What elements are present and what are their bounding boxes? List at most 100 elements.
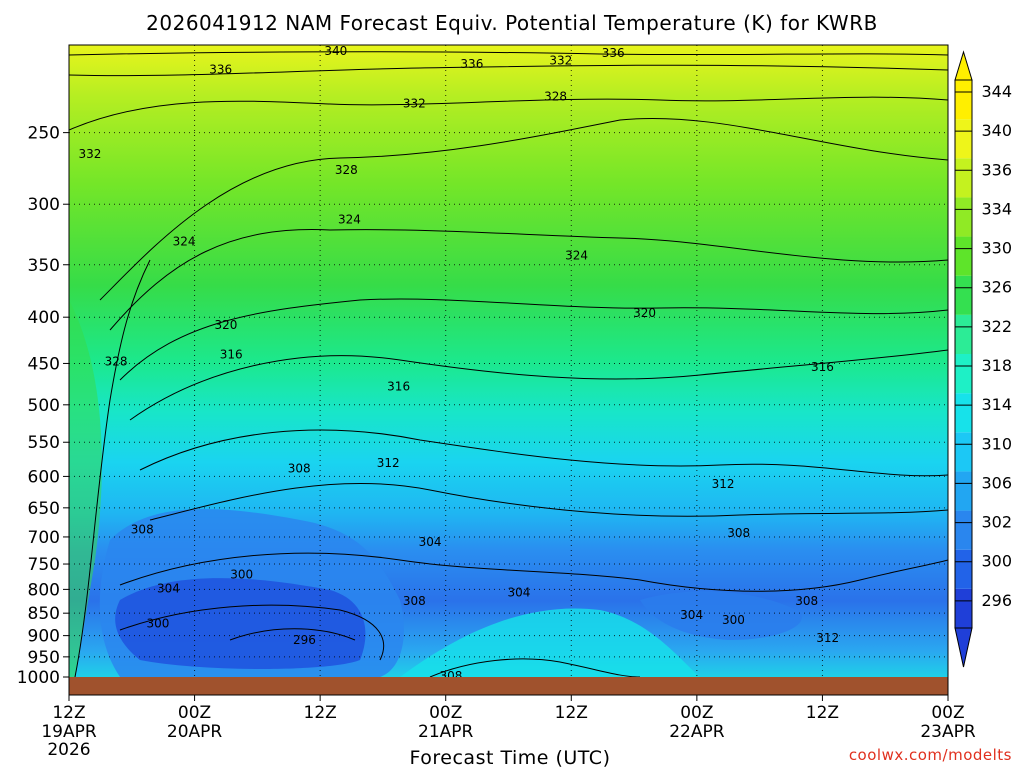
credit-text: coolwx.com/modelts (849, 746, 1012, 764)
contour-label: 308 (439, 669, 462, 683)
colorbar-label: 318 (981, 356, 1012, 375)
contour-lines (69, 51, 948, 677)
contour-label: 324 (173, 235, 196, 249)
x-tick-date: 21APR (418, 722, 474, 742)
contour-312 (139, 429, 948, 477)
y-tick-label: 350 (28, 256, 60, 276)
contour-label: 308 (795, 594, 818, 608)
contour-300 (119, 604, 385, 661)
colorbar-label: 314 (981, 395, 1012, 414)
contour-label: 336 (209, 63, 232, 77)
plot-frame (68, 44, 949, 696)
y-tick-label: 250 (28, 124, 60, 144)
x-tick-time: 12Z (555, 703, 588, 723)
x-tick-time: 00Z (429, 703, 462, 723)
colorbar-frame (954, 79, 973, 629)
contour-label: 308 (403, 594, 426, 608)
colorbar-swatch (955, 80, 972, 120)
contour-label: 304 (680, 608, 703, 622)
colorbar-label: 336 (981, 160, 1012, 179)
contour-label: 332 (403, 96, 426, 110)
contour-label: 324 (338, 213, 361, 227)
contour-label: 328 (105, 355, 128, 369)
y-tick-label: 500 (28, 396, 60, 416)
x-tick-date: 23APR (920, 722, 976, 742)
contour-label: 312 (816, 631, 839, 645)
contour-label: 320 (215, 318, 238, 332)
contour-label: 304 (157, 581, 180, 595)
contour-labels: 340 336 336 336 332 332 328 332 328 324 324 324 320 3… (78, 44, 839, 683)
contour-332 (69, 96, 948, 131)
colorbar-swatch (955, 314, 972, 354)
contour-label: 304 (419, 535, 442, 549)
y-tick-label: 550 (28, 433, 60, 453)
contour-336 (69, 64, 948, 77)
colorbar-swatch (955, 275, 972, 315)
contour-frontal (74, 259, 151, 677)
chart-title: 2026041912 NAM Forecast Equiv. Potential… (146, 11, 878, 35)
contour-label: 300 (230, 567, 253, 581)
colorbar-swatch (955, 432, 972, 472)
contour-label: 300 (722, 613, 745, 627)
colorbar-swatch (955, 471, 972, 511)
contour-label: 328 (544, 89, 567, 103)
contour-label: 316 (387, 379, 410, 393)
y-tick-label: 400 (28, 308, 60, 328)
cold-pocket-right (640, 591, 802, 640)
contour-308 (149, 482, 948, 521)
colorbar-swatch (955, 236, 972, 276)
colorbar-label: 326 (981, 278, 1012, 297)
y-tick-label: 800 (28, 580, 60, 600)
warm-lowlevel-column (400, 608, 700, 677)
frontal-zone (69, 300, 102, 677)
colorbar-label: 334 (981, 199, 1012, 218)
colorbar-label: 330 (981, 239, 1012, 258)
y-tick-label: 600 (28, 467, 60, 487)
x-tick-date: 19APR (41, 722, 97, 742)
colorbar-max-arrow (954, 50, 973, 81)
colorbar-swatch (955, 197, 972, 237)
y-tick-label: 650 (28, 499, 60, 519)
colorbar-label: 306 (981, 473, 1012, 492)
colorbar-min-arrow (954, 627, 973, 668)
y-tick-label: 450 (28, 354, 60, 374)
colorbar-swatch (955, 393, 972, 433)
colorbar-label: 344 (981, 82, 1012, 101)
contour-316 (129, 349, 948, 421)
colorbar-swatch (955, 158, 972, 198)
x-tick-time: 00Z (178, 703, 211, 723)
y-tick-label: 1000 (17, 668, 60, 688)
x-tick-time: 12Z (52, 703, 85, 723)
colorbar-swatch (955, 549, 972, 589)
x-tick-date: 20APR (167, 722, 223, 742)
contour-label: 336 (602, 46, 625, 60)
contour-label: 308 (131, 523, 154, 537)
contour-label: 296 (293, 633, 316, 647)
contour-308-low (429, 658, 641, 677)
contour-label: 316 (811, 360, 834, 374)
contour-label: 308 (288, 461, 311, 475)
x-tick-time: 00Z (931, 703, 964, 723)
cold-core-left (115, 578, 366, 669)
y-tick-label: 300 (28, 195, 60, 215)
x-axis-label: Forecast Time (UTC) (410, 747, 611, 768)
y-tick-label: 950 (28, 648, 60, 668)
colorbar: 344 340 336 334 330 326 322 318 314 310 306 302 300 2… (954, 50, 1012, 668)
colorbar-label: 302 (981, 513, 1012, 532)
contour-label: 340 (324, 44, 347, 58)
contour-label: 308 (727, 526, 750, 540)
contour-label: 324 (565, 249, 588, 263)
gridlines (69, 45, 948, 677)
colorbar-label: 322 (981, 317, 1012, 336)
plot-area: 340 336 336 336 332 332 328 332 328 324 324 324 320 3… (69, 44, 948, 683)
x-tick-year: 2026 (47, 740, 90, 760)
x-tick-time: 12Z (304, 703, 337, 723)
x-tick-date: 22APR (669, 722, 725, 742)
y-axis: 250 300 350 400 450 500 550 600 650 700 750 800 850 9… (17, 124, 69, 688)
contour-label: 332 (549, 53, 572, 67)
contour-label: 304 (508, 585, 531, 599)
colorbar-label: 296 (981, 591, 1012, 610)
contour-340 (69, 51, 948, 56)
